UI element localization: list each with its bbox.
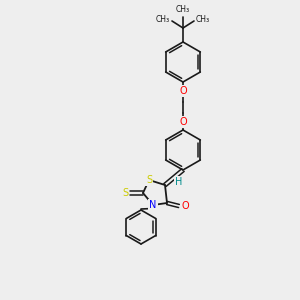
Text: N: N [149, 200, 157, 210]
Text: O: O [179, 86, 187, 96]
Text: O: O [181, 201, 189, 211]
Text: S: S [122, 188, 128, 198]
Text: H: H [175, 177, 183, 187]
Text: CH₃: CH₃ [156, 14, 170, 23]
Text: CH₃: CH₃ [196, 14, 210, 23]
Text: S: S [146, 175, 152, 185]
Text: CH₃: CH₃ [176, 5, 190, 14]
Text: O: O [179, 117, 187, 127]
